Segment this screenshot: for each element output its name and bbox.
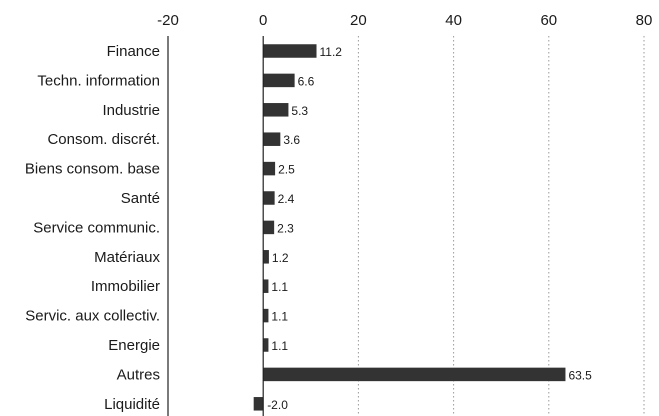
x-tick-label: 40	[445, 12, 462, 29]
bars	[253, 44, 566, 411]
bar	[263, 44, 317, 58]
bar	[263, 279, 269, 293]
category-label: Service communic.	[33, 219, 160, 236]
data-label: 63.5	[568, 368, 592, 382]
gridlines	[357, 36, 645, 416]
category-label: Santé	[121, 190, 160, 207]
category-label: Liquidité	[104, 396, 160, 413]
data-label: 2.3	[277, 221, 294, 235]
x-axis-ticks: -20 0 20 40 60 80	[157, 12, 652, 29]
x-tick-label: -20	[157, 12, 179, 29]
category-label: Autres	[117, 366, 160, 383]
category-label: Energie	[108, 337, 160, 354]
bar	[263, 220, 275, 235]
data-labels: 11.2 6.6 5.3 3.6 2.5 2.4 2.3 1.2 1.1 1.1 1.1 63.5 -2…	[267, 45, 592, 412]
x-tick-label: 0	[259, 12, 267, 29]
bar	[263, 367, 566, 382]
bar	[263, 191, 275, 205]
bar	[263, 103, 289, 117]
bar	[263, 338, 269, 352]
bar	[263, 73, 295, 88]
bar	[263, 308, 269, 323]
category-label: Industrie	[102, 102, 160, 119]
category-label: Matériaux	[94, 249, 160, 266]
x-tick-label: 20	[350, 12, 367, 29]
category-label: Servic. aux collectiv.	[25, 308, 160, 325]
category-label: Consom. discrét.	[47, 131, 160, 148]
data-label: 3.6	[283, 133, 300, 147]
category-label: Biens consom. base	[25, 161, 160, 178]
data-label: 1.1	[271, 280, 288, 294]
data-label: 1.1	[271, 339, 288, 353]
data-label: 11.2	[320, 45, 343, 59]
category-labels: Finance Techn. information Industrie Consom…	[25, 43, 161, 413]
data-label: -2.0	[267, 398, 288, 412]
x-tick-label: 80	[636, 12, 653, 29]
data-label: 2.4	[278, 192, 295, 206]
data-label: 2.5	[278, 163, 295, 177]
data-label: 5.3	[291, 104, 308, 118]
x-tick-label: 60	[540, 12, 557, 29]
category-label: Immobilier	[91, 278, 160, 295]
category-label: Techn. information	[37, 72, 160, 89]
data-label: 6.6	[298, 74, 315, 88]
bar	[263, 250, 269, 264]
category-label: Finance	[107, 43, 160, 60]
bar	[263, 161, 276, 176]
data-label: 1.2	[272, 251, 289, 265]
data-label: 1.1	[271, 310, 288, 324]
bar	[253, 397, 264, 411]
bar	[263, 132, 281, 146]
